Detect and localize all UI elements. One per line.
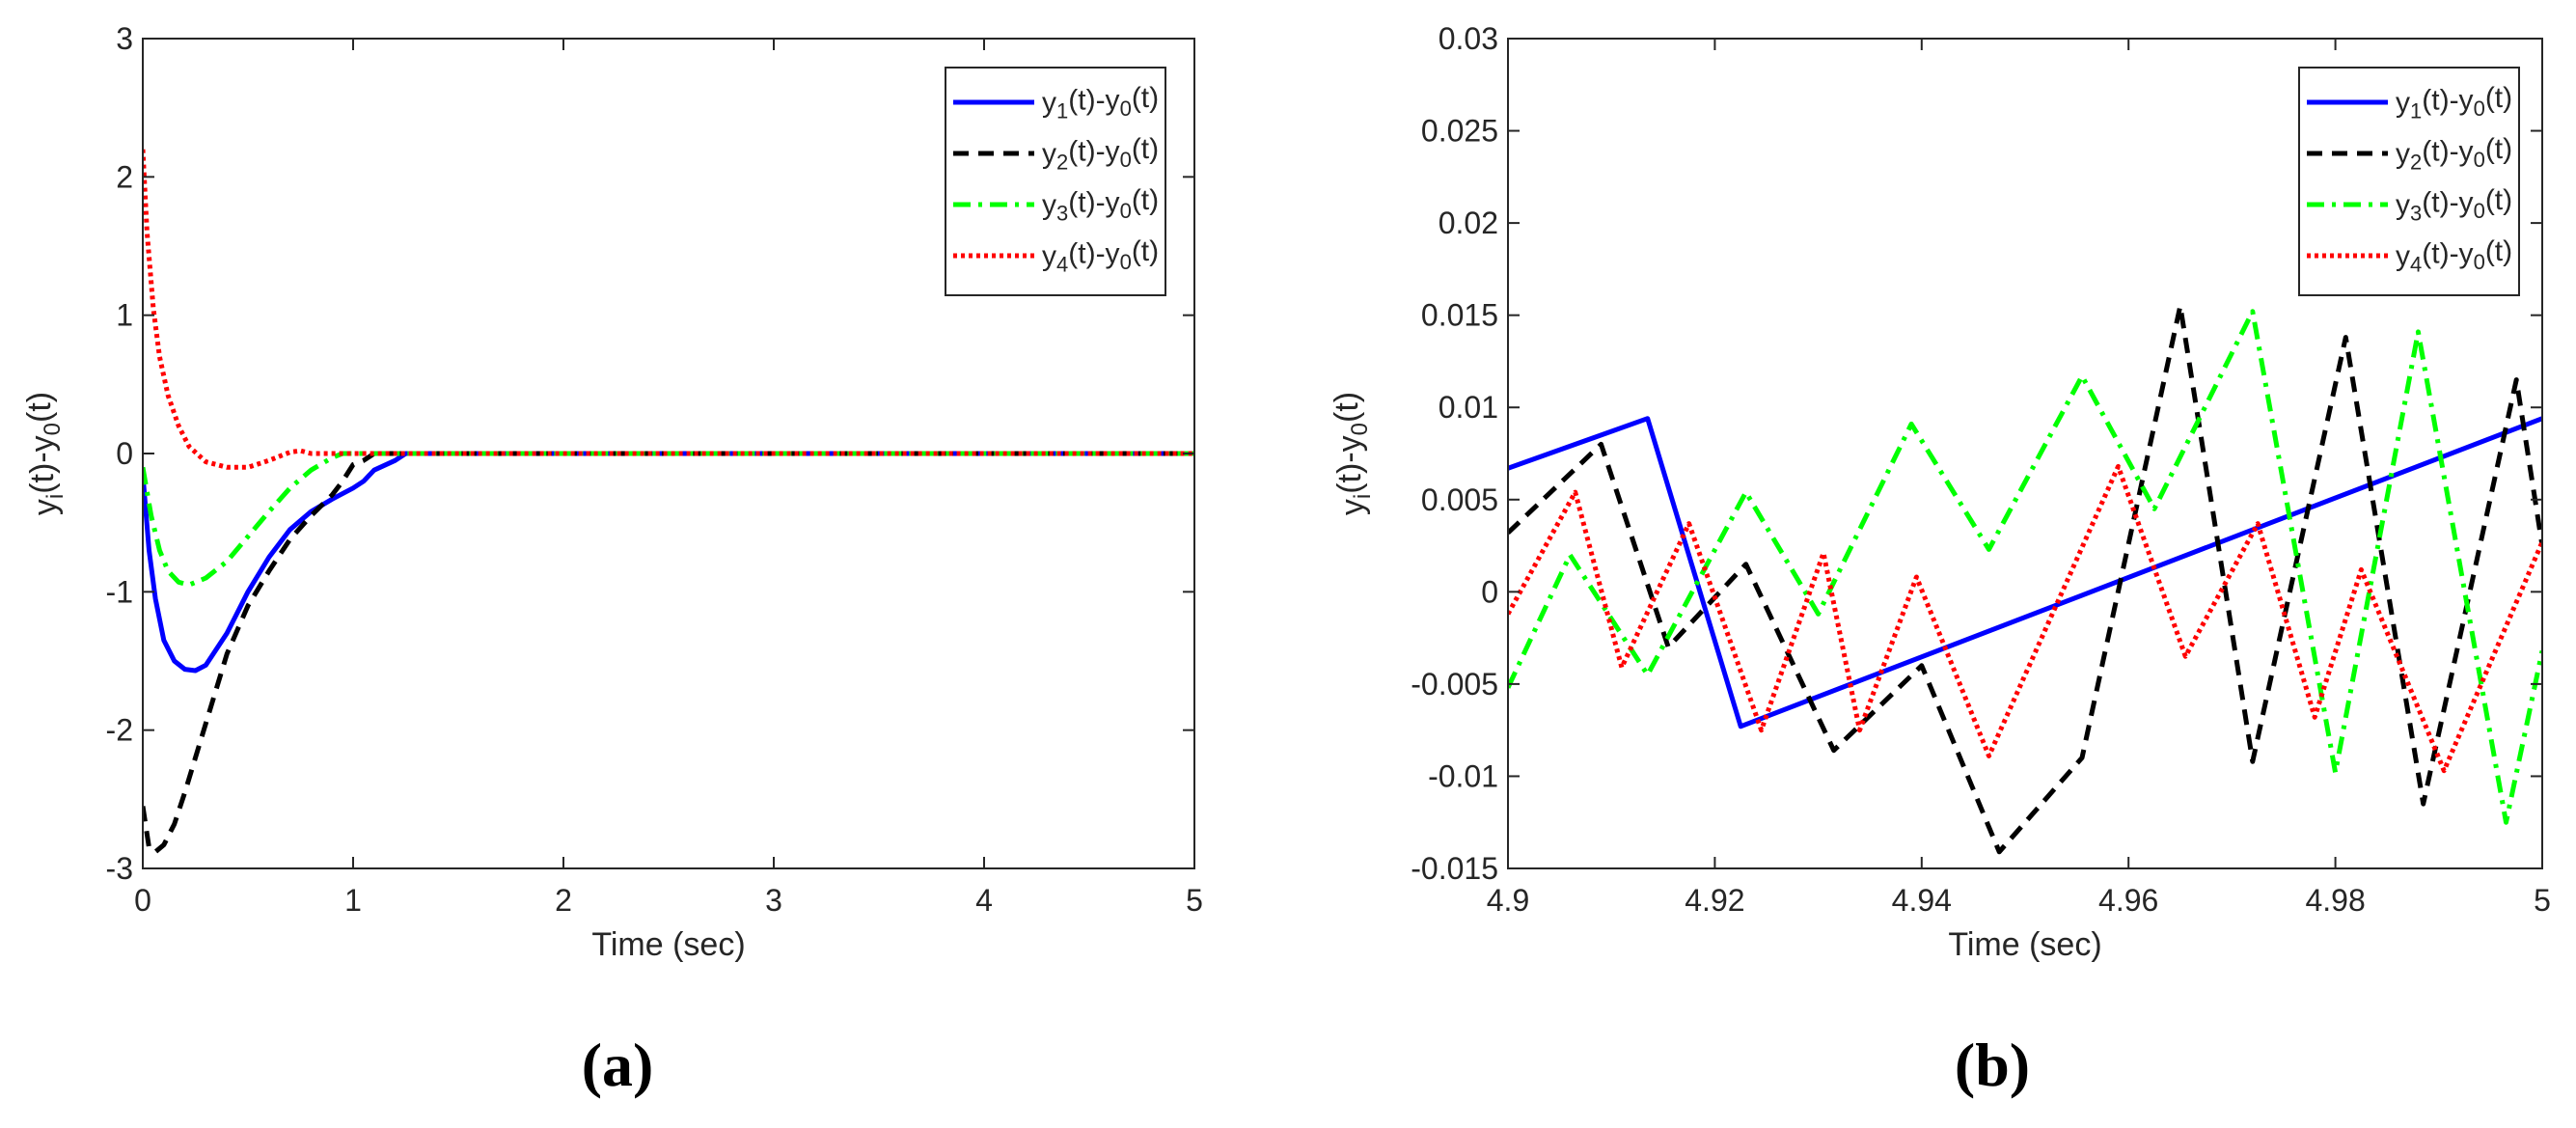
y-axis-label: yi(t)-y0(t) [21, 392, 69, 515]
y-tick-label: -0.01 [1428, 758, 1498, 793]
series-line-3 [143, 451, 1194, 588]
legend-label-2: y2(t)-y0(t) [1042, 133, 1159, 174]
legend: y1(t)-y0(t) y2(t)-y0(t) y3(t)-y0(t) y4(t)-y… [945, 67, 1166, 296]
y-tick-label: 2 [116, 159, 133, 194]
x-tick-label: 4.9 [1487, 883, 1529, 918]
x-tick-label: 4 [975, 883, 993, 918]
y-axis-label: yi(t)-y0(t) [1329, 392, 1376, 515]
series-line-4 [1508, 463, 2542, 774]
series-line-2 [143, 451, 1194, 855]
y-tick-label: -2 [106, 713, 133, 748]
legend-label-1: y1(t)-y0(t) [1042, 82, 1159, 123]
legend-label-4: y4(t)-y0(t) [1042, 235, 1159, 276]
x-tick-label: 5 [2534, 883, 2551, 918]
x-tick-label: 4.94 [1892, 883, 1952, 918]
legend-box [2298, 67, 2520, 296]
legend-label-3: y3(t)-y0(t) [1042, 184, 1159, 225]
panel-label: (a) [582, 1031, 654, 1099]
legend-label-2: y2(t)-y0(t) [2396, 133, 2512, 174]
y-tick-label: 0 [116, 436, 133, 471]
chart-panel-a: 0 1 2 3 4 5 -3 -2 -1 0 1 2 3 Time (sec) yi(t)-y0(t) y1(… [21, 21, 1203, 1099]
chart-panel-b: 4.9 4.92 4.94 4.96 4.98 5 -0.015 -0.01 -0.005 0 0.… [1329, 21, 2551, 1099]
x-tick-label: 2 [555, 883, 572, 918]
legend: y1(t)-y0(t) y2(t)-y0(t) y3(t)-y0(t) y4(t)-y… [2298, 67, 2520, 296]
y-tick-label: 3 [116, 21, 133, 56]
y-tick-label: -0.005 [1411, 667, 1498, 702]
x-axis-label: Time (sec) [1948, 926, 2101, 963]
y-tick-label: 0.025 [1421, 114, 1498, 149]
series-line-2 [1508, 303, 2542, 855]
y-tick-label: 0.015 [1421, 298, 1498, 333]
y-tick-label: 1 [116, 298, 133, 333]
y-tick-label: -1 [106, 574, 133, 609]
legend-label-1: y1(t)-y0(t) [2396, 82, 2512, 123]
x-tick-label: 3 [765, 883, 782, 918]
series-line-3 [1508, 309, 2542, 825]
x-tick-label: 0 [134, 883, 151, 918]
plot-frame [1507, 38, 2543, 869]
y-tick-label: -0.015 [1411, 851, 1498, 886]
panel-label: (b) [1955, 1031, 2030, 1099]
x-tick-label: 1 [344, 883, 362, 918]
y-tick-label: 0.005 [1421, 482, 1498, 517]
y-tick-label: 0.03 [1439, 21, 1498, 56]
x-tick-label: 4.98 [2305, 883, 2365, 918]
y-tick-label: 0.01 [1439, 390, 1498, 425]
y-tick-label: 0 [1481, 574, 1498, 609]
x-axis-label: Time (sec) [591, 926, 745, 963]
x-tick-label: 5 [1186, 883, 1203, 918]
x-tick-label: 4.92 [1685, 883, 1744, 918]
y-tick-label: -3 [106, 851, 133, 886]
legend-box [945, 67, 1166, 296]
x-tick-label: 4.96 [2098, 883, 2158, 918]
series-line-1 [143, 451, 1194, 674]
legend-label-4: y4(t)-y0(t) [2396, 235, 2512, 276]
series-line-1 [1508, 416, 2542, 729]
legend-label-3: y3(t)-y0(t) [2396, 184, 2512, 225]
y-tick-label: 0.02 [1439, 206, 1498, 240]
